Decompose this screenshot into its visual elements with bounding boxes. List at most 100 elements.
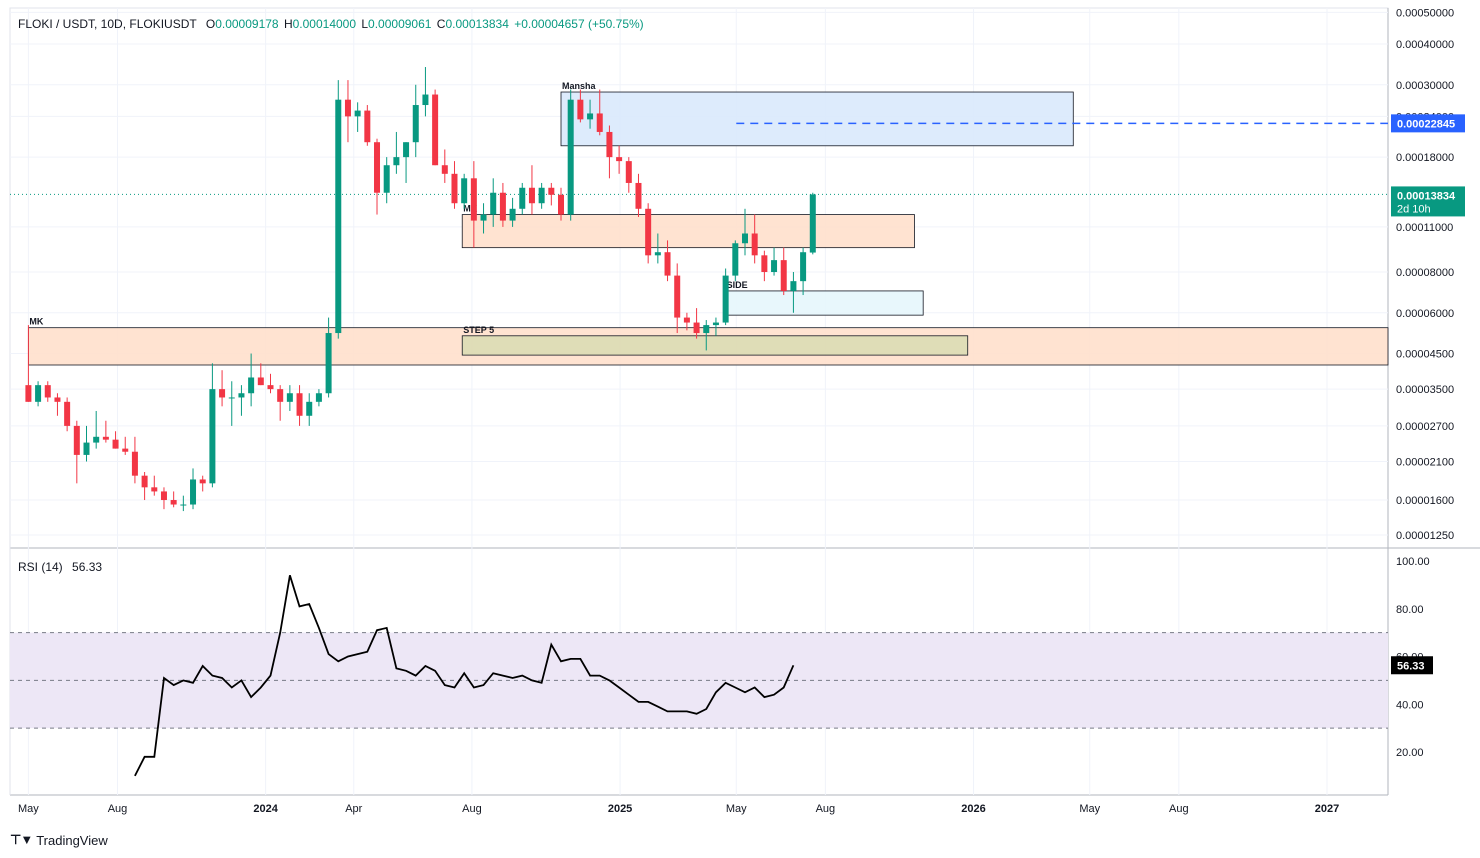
candle-body <box>577 99 584 120</box>
price-tick-label: 0.00040000 <box>1396 39 1454 51</box>
candle-body <box>141 475 148 488</box>
zone-label: Mansha <box>562 81 597 91</box>
rsi-pane <box>10 575 1388 777</box>
candle-body <box>180 504 187 506</box>
candle-body <box>25 385 32 402</box>
candle-body <box>800 252 807 282</box>
open-value: 0.00009178 <box>215 17 279 31</box>
rsi-value-tag[interactable] <box>1391 656 1433 675</box>
candle-body <box>432 94 439 166</box>
high-label: H <box>283 17 293 31</box>
time-axis[interactable]: May Aug 2024 Apr Aug 2025 May Aug 2026 May Aug 2027 <box>18 803 1339 815</box>
candle-body <box>625 161 632 183</box>
candle-body <box>722 275 729 323</box>
candle-body <box>364 110 371 143</box>
candle-body <box>693 322 700 334</box>
price-tick-label: 0.00006000 <box>1396 308 1454 320</box>
candle-body <box>703 325 710 334</box>
candle-body <box>354 110 361 117</box>
candle-body <box>712 322 719 326</box>
current-price-tag[interactable] <box>1391 186 1465 217</box>
candle-body <box>315 393 322 402</box>
time-tick-label: Aug <box>816 803 836 815</box>
time-tick-label: 2026 <box>961 803 985 815</box>
candle-body <box>93 436 100 443</box>
candle-body <box>616 157 623 162</box>
price-axis[interactable]: 0.000500000.000400000.000300000.00024000… <box>1391 7 1465 759</box>
candle-body <box>209 389 216 484</box>
candle-body <box>131 451 138 476</box>
countdown-text: 2d 10h <box>1397 203 1431 215</box>
zone-label: STEP 5 <box>463 325 494 335</box>
zone-box[interactable] <box>461 335 969 356</box>
candle-body <box>403 142 410 158</box>
candle-body <box>490 192 497 215</box>
time-tick-label: May <box>18 803 39 815</box>
candle-body <box>422 94 429 106</box>
tradingview-logo-icon: ⊤▼ <box>10 832 33 847</box>
candle-body <box>587 113 594 120</box>
rsi-tick-label: 80.00 <box>1396 604 1424 616</box>
time-tick-label: 2027 <box>1315 803 1339 815</box>
symbol-legend: FLOKI / USDT, 10D, FLOKIUSDT O0.00009178… <box>18 17 644 31</box>
candle-body <box>809 194 816 253</box>
candle-body <box>412 105 419 143</box>
candle-body <box>286 393 293 402</box>
zone-box[interactable] <box>560 91 1074 147</box>
time-tick-label: Aug <box>462 803 482 815</box>
candle-body <box>199 479 206 484</box>
candle-body <box>151 487 158 492</box>
candle-body <box>44 385 51 398</box>
close-label: C <box>436 17 446 31</box>
candlestick-series <box>25 67 816 512</box>
candle-body <box>64 401 71 426</box>
candle-body <box>344 99 351 117</box>
price-pane-border <box>9 7 1389 549</box>
brand-name: TradingView <box>36 832 108 848</box>
rsi-tick-label: 40.00 <box>1396 699 1424 711</box>
candle-body <box>606 131 613 158</box>
candle-body <box>374 142 381 193</box>
candle-body <box>393 157 400 166</box>
target-price-tag[interactable] <box>1391 114 1465 133</box>
candle-body <box>567 99 574 215</box>
candle-body <box>325 333 332 394</box>
candle-body <box>509 208 516 221</box>
zone-box[interactable] <box>725 290 924 316</box>
candle-body <box>296 393 303 416</box>
candle-body <box>451 173 458 204</box>
candle-body <box>238 393 245 398</box>
time-tick-label: 2024 <box>253 803 278 815</box>
candle-body <box>771 260 778 273</box>
zone-rectangles[interactable]: MK STEP 5 MK SIDE Mansha <box>10 81 1389 366</box>
zone-box[interactable] <box>461 214 915 249</box>
candle-body <box>441 165 448 174</box>
candle-body <box>499 192 506 221</box>
price-tick-label: 0.00003500 <box>1396 384 1454 396</box>
symbol-title: FLOKI / USDT, 10D, FLOKIUSDT <box>18 17 197 31</box>
candle-body <box>761 255 768 273</box>
rsi-tick-label: 100.00 <box>1396 556 1430 568</box>
candle-body <box>306 401 313 416</box>
price-tick-label: 0.00002700 <box>1396 421 1454 433</box>
price-tick-label: 0.00004500 <box>1396 349 1454 361</box>
candle-body <box>73 425 80 455</box>
candle-body <box>790 281 797 291</box>
tradingview-brand[interactable]: ⊤▼ TradingView <box>10 832 108 848</box>
candle-body <box>54 397 61 402</box>
candle-body <box>112 439 119 449</box>
rsi-label: RSI (14) <box>18 560 63 574</box>
candle-body <box>780 260 787 291</box>
time-tick-label: May <box>726 803 747 815</box>
candle-body <box>519 187 526 209</box>
candle-body <box>219 389 226 398</box>
rsi-legend: RSI (14) 56.33 <box>18 560 102 574</box>
time-tick-label: Apr <box>345 803 362 815</box>
time-tick-label: Aug <box>108 803 128 815</box>
close-value: 0.00013834 <box>445 17 509 31</box>
candle-body <box>751 233 758 256</box>
candle-body <box>558 194 565 215</box>
rsi-line <box>134 575 795 777</box>
candle-body <box>102 436 109 440</box>
